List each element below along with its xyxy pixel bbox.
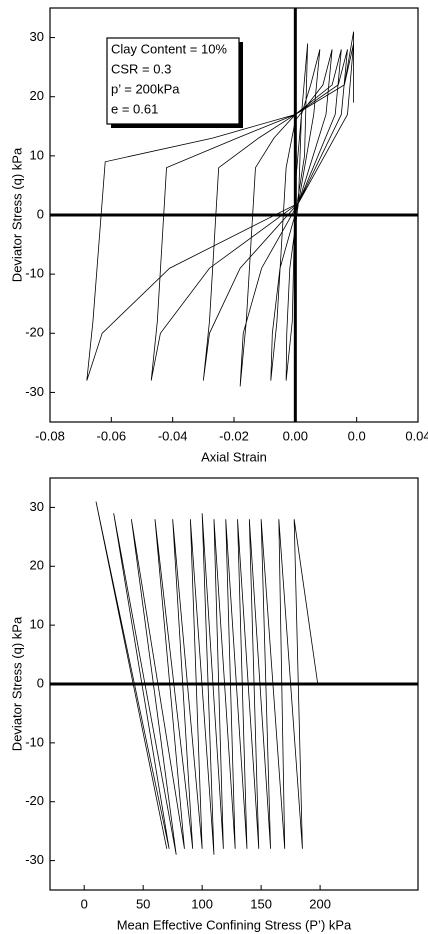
y-tick-label: 0 (37, 675, 44, 690)
annotation: Clay Content = 10% (111, 41, 227, 56)
x-axis-title: Axial Strain (201, 449, 267, 464)
y-tick-label: -20 (25, 793, 44, 808)
chart: -30 -20 -10 0 10 20 30 0 50 100 150 200 Mean Effecti… (9, 477, 419, 932)
y-axis-title: Deviator Stress (q) kPa (9, 616, 24, 751)
x-tick-label: 0 (81, 896, 88, 911)
x-tick-label: -0.08 (35, 428, 65, 443)
y-tick-label: 10 (30, 617, 44, 632)
annotation-box (106, 37, 240, 125)
y-tick-label: 10 (30, 147, 44, 162)
y-tick-label: -10 (25, 734, 44, 749)
x-tick-label: 0.04 (405, 428, 428, 443)
x-tick-label: -0.04 (158, 428, 188, 443)
y-axis-title: Deviator Stress (q) kPa (9, 147, 24, 282)
x-tick-label: -0.06 (97, 428, 127, 443)
y-tick-label: -20 (25, 325, 44, 340)
y-tick-label: -30 (25, 384, 44, 399)
y-tick-label: -30 (25, 852, 44, 867)
x-tick-label: 150 (250, 896, 272, 911)
x-tick-label: -0.02 (219, 428, 249, 443)
y-tick-label: 20 (30, 558, 44, 573)
x-tick-label: 100 (191, 896, 213, 911)
x-tick-label: 50 (136, 896, 150, 911)
x-axis-title: Mean Effective Confining Stress (P’) kPa (117, 917, 352, 932)
y-tick-label: 30 (30, 29, 44, 44)
y-tick-label: 30 (30, 499, 44, 514)
y-tick-label: -10 (25, 266, 44, 281)
x-tick-label: 200 (309, 896, 331, 911)
data-line (86, 31, 354, 387)
annotation: e = 0.61 (111, 101, 158, 116)
annotation: p’ = 200kPa (111, 81, 180, 96)
x-tick-label: 0.0 (348, 428, 366, 443)
annotation: CSR = 0.3 (111, 61, 171, 76)
y-tick-label: 0 (37, 206, 44, 221)
x-tick-label: 0.00 (283, 428, 308, 443)
y-tick-label: 20 (30, 88, 44, 103)
data-line (95, 501, 319, 855)
